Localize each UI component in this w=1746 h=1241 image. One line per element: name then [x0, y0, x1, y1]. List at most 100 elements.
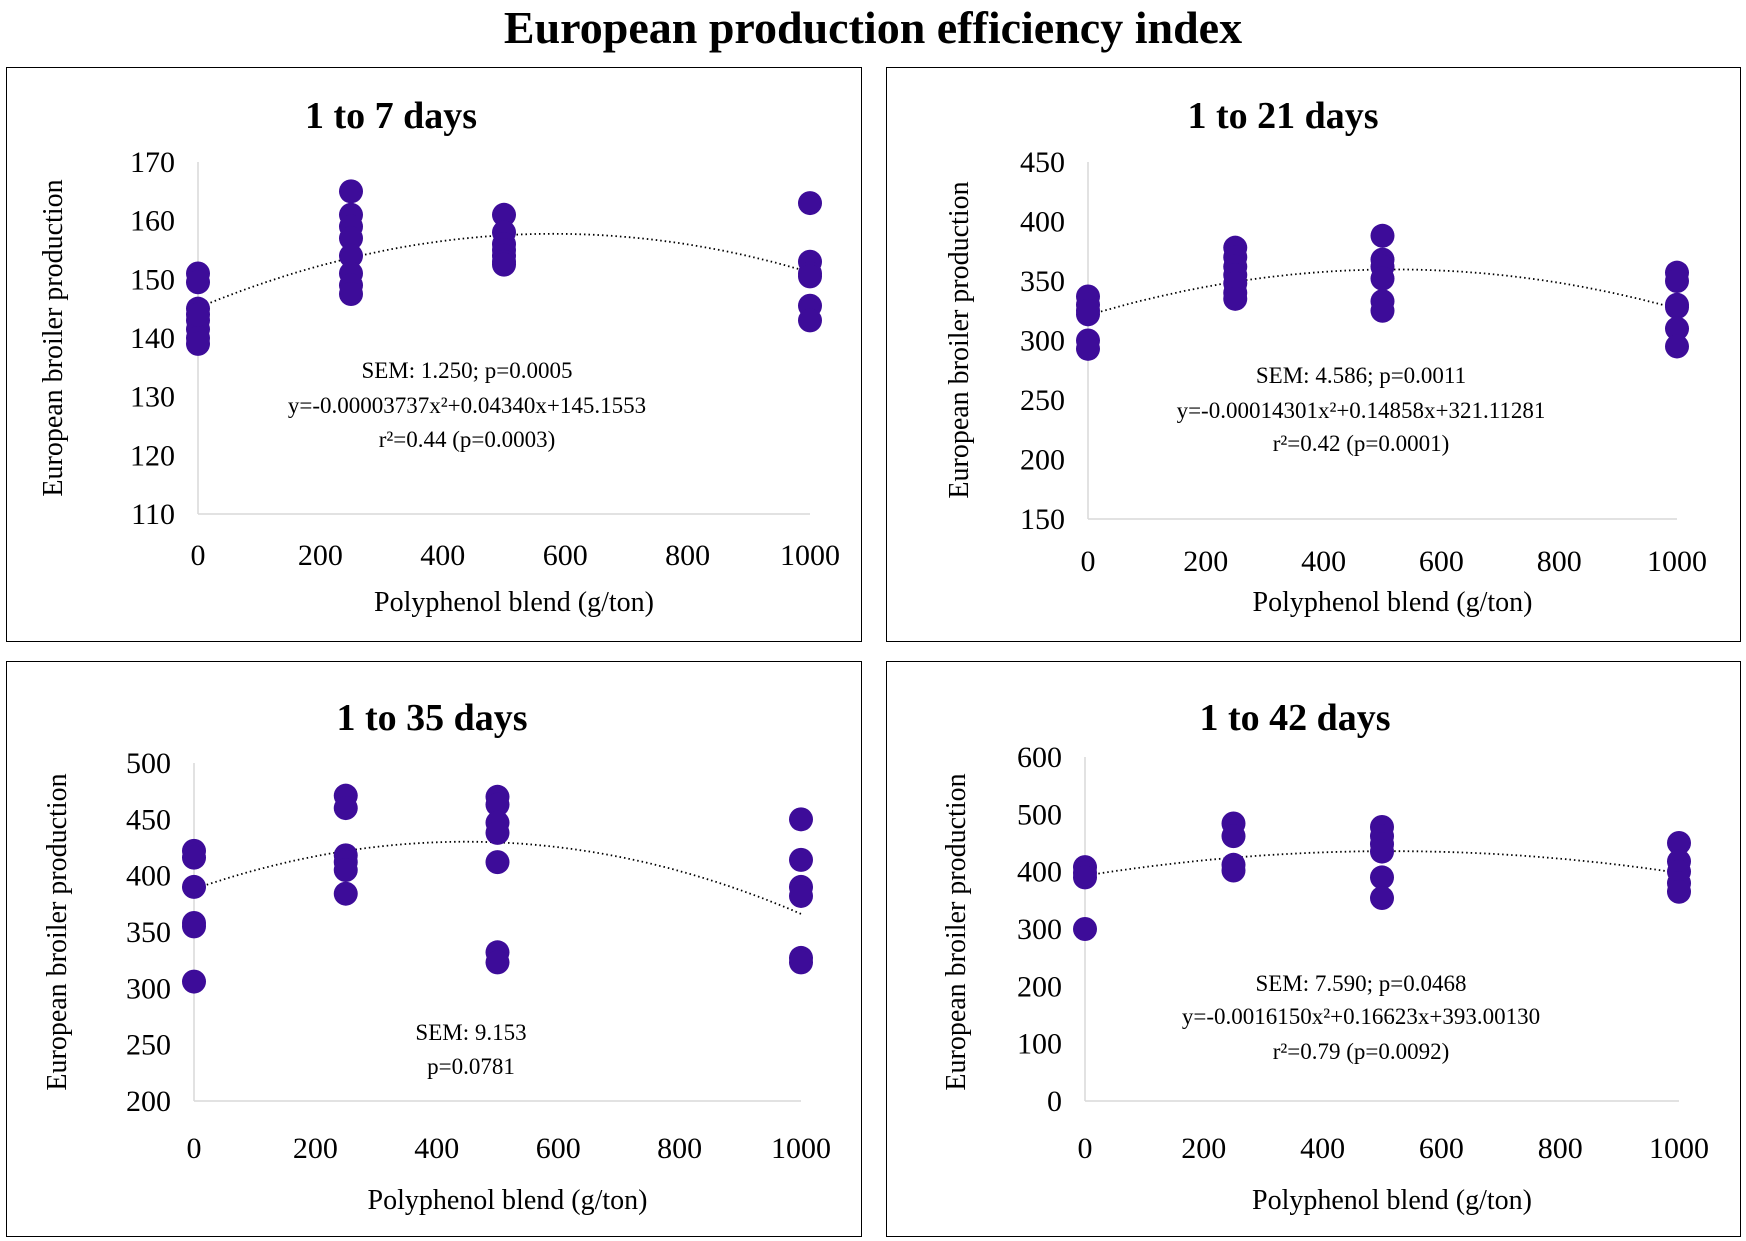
data-point: [789, 883, 813, 908]
x-tick-label: 1000: [1649, 1132, 1709, 1165]
data-point: [1076, 336, 1100, 361]
y-tick-label: 300: [126, 972, 171, 1005]
chart-title: 1 to 35 days: [336, 697, 527, 739]
data-point: [339, 243, 363, 268]
chart-panel-1-to-7-days: 1 to 7 days 110 120 130 140 150 160 170 0 200 400 6…: [6, 67, 862, 642]
x-tick-label: 0: [1081, 545, 1096, 578]
y-tick-label: 200: [1020, 444, 1065, 477]
x-tick-label: 800: [665, 539, 710, 572]
data-point: [798, 191, 822, 216]
y-axis-label: European broiler production: [944, 181, 975, 498]
stats-annotation: r²=0.42 (p=0.0001): [1273, 431, 1450, 456]
data-point: [182, 914, 206, 939]
data-point: [182, 845, 206, 870]
data-point: [1370, 865, 1394, 890]
x-tick-label: 800: [657, 1132, 702, 1165]
data-point: [798, 264, 822, 289]
data-point: [485, 792, 510, 817]
y-tick-label: 250: [126, 1029, 171, 1062]
y-tick-label: 300: [1017, 913, 1062, 946]
x-tick-label: 600: [543, 539, 588, 572]
data-point: [182, 874, 206, 899]
chart-panel-1-to-21-days: 1 to 21 days 150 200 250 300 350 400 450 0 200 400…: [886, 67, 1741, 642]
stats-annotation: y=-0.0016150x²+0.16623x+393.00130: [1182, 1004, 1540, 1029]
data-point: [1221, 858, 1246, 883]
x-tick-label: 600: [536, 1132, 581, 1165]
data-point: [1370, 298, 1395, 323]
data-point: [1370, 266, 1395, 291]
stats-annotation: r²=0.44 (p=0.0003): [379, 427, 556, 452]
data-point: [1667, 879, 1691, 904]
data-point: [339, 226, 363, 251]
data-point: [798, 308, 822, 333]
data-point: [1370, 886, 1394, 911]
y-tick-label: 350: [126, 916, 171, 949]
x-axis-label: Polyphenol blend (g/ton): [368, 1185, 648, 1216]
x-tick-label: 400: [1300, 1132, 1345, 1165]
y-tick-label: 250: [1020, 384, 1065, 417]
stats-annotation: SEM: 9.153: [415, 1020, 526, 1045]
data-point: [182, 969, 206, 994]
y-tick-label: 120: [130, 439, 175, 472]
y-tick-label: 350: [1020, 265, 1065, 298]
stats-annotation: r²=0.79 (p=0.0092): [1273, 1039, 1450, 1064]
chart-panel-1-to-42-days: 1 to 42 days 0 100 200 300 400 500 600 0 200 400 60…: [886, 661, 1741, 1237]
trend-line: [1087, 268, 1678, 317]
y-tick-label: 200: [1017, 970, 1062, 1003]
stats-annotation: SEM: 1.250; p=0.0005: [361, 358, 572, 383]
data-point: [1665, 334, 1689, 359]
x-tick-label: 800: [1537, 545, 1582, 578]
data-point: [339, 179, 363, 204]
data-point: [339, 282, 363, 306]
y-tick-label: 100: [1017, 1028, 1062, 1061]
data-point: [789, 950, 813, 975]
x-tick-label: 800: [1538, 1132, 1583, 1165]
data-point: [333, 881, 358, 906]
x-tick-label: 200: [298, 539, 343, 572]
chart-svg: 1 to 7 days 110 120 130 140 150 160 170 0 200 400 6…: [38, 95, 840, 618]
data-point: [333, 858, 358, 883]
y-tick-label: 170: [130, 146, 175, 179]
y-tick-label: 200: [126, 1085, 171, 1118]
x-tick-label: 1000: [1647, 545, 1707, 578]
data-point: [186, 270, 210, 295]
y-tick-label: 150: [130, 263, 175, 296]
x-tick-label: 400: [420, 539, 465, 572]
stats-annotation: SEM: 4.586; p=0.0011: [1256, 363, 1466, 388]
y-axis-label: European broiler production: [941, 773, 972, 1090]
chart-title: 1 to 21 days: [1187, 95, 1378, 137]
data-point: [186, 331, 210, 356]
data-point: [789, 807, 813, 832]
chart-svg: 1 to 42 days 0 100 200 300 400 500 600 0 200 400 60…: [941, 697, 1709, 1216]
chart-panel-1-to-35-days: 1 to 35 days 200 250 300 350 400 450 500 0 200 400…: [6, 661, 862, 1237]
y-tick-label: 130: [130, 381, 175, 414]
y-tick-label: 300: [1020, 325, 1065, 358]
y-axis-label: European broiler production: [42, 773, 73, 1090]
data-point: [485, 820, 510, 845]
y-tick-label: 400: [1020, 206, 1065, 239]
x-axis-label: Polyphenol blend (g/ton): [1252, 1185, 1532, 1216]
chart-title: 1 to 42 days: [1199, 697, 1390, 739]
y-tick-label: 140: [130, 322, 175, 355]
y-tick-label: 400: [1017, 856, 1062, 889]
chart-svg: 1 to 21 days 150 200 250 300 350 400 450 0 200 400…: [944, 95, 1707, 618]
data-point: [1073, 865, 1097, 890]
x-tick-label: 1000: [771, 1132, 831, 1165]
y-tick-label: 150: [1020, 503, 1065, 536]
chart-svg: 1 to 35 days 200 250 300 350 400 450 500 0 200 400…: [42, 697, 831, 1216]
data-point: [1370, 223, 1395, 248]
x-tick-label: 200: [1181, 1132, 1226, 1165]
x-tick-label: 1000: [780, 539, 840, 572]
data-point: [333, 796, 358, 821]
y-axis-label: European broiler production: [38, 179, 69, 496]
data-point: [1665, 316, 1689, 341]
data-point: [485, 950, 510, 975]
data-point: [1667, 831, 1691, 855]
figure-title: European production efficiency index: [503, 2, 1243, 53]
y-tick-label: 400: [126, 860, 171, 893]
x-tick-label: 600: [1419, 545, 1464, 578]
chart-title: 1 to 7 days: [305, 95, 477, 137]
x-axis-label: Polyphenol blend (g/ton): [1253, 587, 1533, 618]
y-tick-label: 160: [130, 205, 175, 238]
stats-annotation: y=-0.00003737x²+0.04340x+145.1553: [288, 393, 646, 418]
